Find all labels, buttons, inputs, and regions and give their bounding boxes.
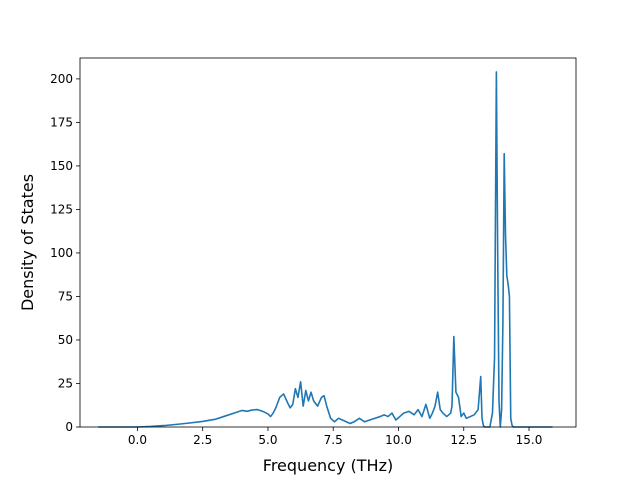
series-line-0	[98, 71, 553, 428]
plot-area	[98, 71, 553, 428]
y-tick-label: 150	[50, 159, 73, 173]
y-axis-label: Density of States	[18, 174, 37, 311]
y-tick-label: 50	[58, 333, 73, 347]
x-tick-label: 15.0	[516, 433, 543, 447]
x-axis-ticks: 0.0 2.5 5.0 7.5 10.0 12.5 15.0	[128, 427, 542, 447]
x-tick-label: 5.0	[258, 433, 277, 447]
x-tick-label: 12.5	[450, 433, 477, 447]
y-tick-label: 75	[58, 289, 73, 303]
y-axis-ticks: 0 25 50 75 100 125 150 175 200	[50, 72, 80, 434]
x-tick-label: 0.0	[128, 433, 147, 447]
x-tick-label: 2.5	[193, 433, 212, 447]
y-tick-label: 0	[65, 420, 73, 434]
y-tick-label: 200	[50, 72, 73, 86]
x-axis-label: Frequency (THz)	[263, 456, 393, 475]
y-tick-label: 175	[50, 115, 73, 129]
x-tick-label: 10.0	[385, 433, 412, 447]
y-tick-label: 25	[58, 376, 73, 390]
x-tick-label: 7.5	[324, 433, 343, 447]
y-tick-label: 100	[50, 246, 73, 260]
y-tick-label: 125	[50, 202, 73, 216]
axes-frame	[79, 57, 577, 428]
